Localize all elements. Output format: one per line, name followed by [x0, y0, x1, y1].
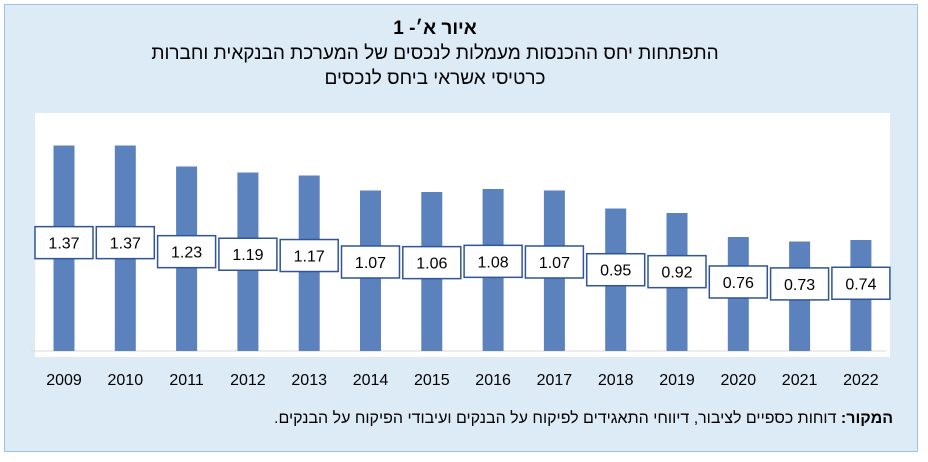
bar-chart: 1.37 2009 1.37 2010 1.23 2011 1.19 2012 1.17 2013…	[31, 145, 891, 389]
x-tick-label-2012: 2012	[230, 372, 266, 389]
data-label-2013: 1.17	[294, 249, 325, 266]
chart-title-line-1: התפתחות יחס ההכנסות מעמלות לנכסים של המע…	[151, 43, 719, 64]
data-label-2011: 1.23	[171, 245, 202, 262]
data-label-box-2019	[647, 254, 707, 289]
x-tick-label-2010: 2010	[108, 372, 144, 389]
x-tick-label-2011: 2011	[169, 372, 204, 389]
data-label-box-2013	[279, 238, 339, 273]
figure-number: איור א׳- 1	[393, 18, 477, 39]
x-tick-label-2013: 2013	[291, 372, 327, 389]
data-label-2021: 0.73	[784, 277, 815, 294]
data-label-box-2015	[402, 245, 462, 280]
data-label-2009: 1.37	[48, 236, 79, 253]
data-label-box-2010	[95, 225, 156, 260]
x-tick-label-2019: 2019	[659, 372, 695, 389]
data-label-2014: 1.07	[355, 255, 386, 272]
x-tick-label-2020: 2020	[721, 372, 757, 389]
data-label-box-2021	[769, 267, 830, 301]
data-label-box-2020	[708, 265, 769, 299]
x-tick-label-2016: 2016	[475, 372, 511, 389]
data-label-2016: 1.08	[478, 254, 509, 271]
data-label-2022: 0.74	[845, 276, 876, 293]
x-tick-label-2022: 2022	[843, 372, 879, 389]
data-label-2015: 1.06	[416, 256, 447, 273]
x-tick-label-2009: 2009	[46, 372, 82, 389]
data-label-box-2014	[340, 245, 401, 279]
source-note: המקור: דוחות כספיים לציבור, דיווחי התאגי…	[274, 410, 893, 428]
data-label-2012: 1.19	[232, 247, 263, 264]
x-tick-label-2021: 2021	[782, 372, 818, 389]
x-tick-label-2015: 2015	[414, 372, 450, 389]
data-label-2017: 1.07	[539, 255, 570, 272]
x-tick-label-2018: 2018	[598, 372, 634, 389]
data-label-2019: 0.92	[661, 265, 692, 282]
source-text: דוחות כספיים לציבור, דיווחי התאגידים לפי…	[274, 410, 837, 427]
chart-frame: איור א׳- 1 התפתחות יחס ההכנסות מעמלות לנ…	[4, 4, 918, 452]
data-label-2018: 0.95	[600, 263, 631, 280]
data-label-box-2017	[524, 245, 585, 279]
data-label-box-2011	[156, 234, 217, 269]
x-tick-label-2014: 2014	[353, 372, 389, 389]
data-label-2010: 1.37	[110, 236, 141, 253]
source-label: המקור:	[840, 410, 893, 427]
data-label-2020: 0.76	[723, 275, 754, 292]
data-label-box-2009	[34, 225, 94, 260]
chart-title-line-2: כרטיסי אשראי ביחס לנכסים	[324, 68, 546, 89]
x-tick-label-2017: 2017	[537, 372, 573, 389]
title-block: איור א׳- 1 התפתחות יחס ההכנסות מעמלות לנ…	[25, 17, 845, 91]
data-label-box-2018	[585, 252, 646, 287]
data-label-box-2022	[831, 266, 891, 301]
data-label-box-2012	[218, 237, 278, 271]
data-label-box-2016	[463, 244, 523, 279]
